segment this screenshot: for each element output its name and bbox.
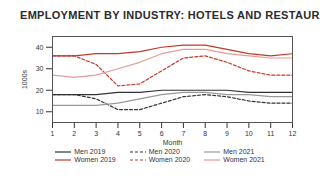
svg-text:1: 1 [51, 130, 55, 137]
html-text:Women 2021: Women 2021 [223, 156, 265, 163]
html-text:Women 2019: Women 2019 [74, 156, 116, 163]
svg-text:11: 11 [267, 130, 274, 137]
svg-text:20: 20 [36, 86, 44, 93]
svg-text:3: 3 [94, 130, 98, 137]
svg-text:30: 30 [36, 65, 44, 72]
svg-text:Month: Month [163, 139, 183, 146]
svg-text:12: 12 [289, 130, 297, 137]
svg-text:7: 7 [181, 130, 185, 137]
html-text:Men 2020: Men 2020 [148, 148, 180, 155]
svg-text:5: 5 [138, 130, 142, 137]
svg-text:10: 10 [36, 108, 44, 115]
svg-text:4: 4 [116, 130, 120, 137]
svg-text:2: 2 [72, 130, 76, 137]
html-text:Men 2019: Men 2019 [74, 148, 106, 155]
html-text:Women 2020: Women 2020 [148, 156, 191, 163]
svg-text:1000s: 1000s [21, 69, 28, 89]
svg-text:8: 8 [203, 130, 207, 137]
svg-text:6: 6 [160, 130, 164, 137]
svg-text:10: 10 [245, 130, 253, 137]
svg-text:9: 9 [225, 130, 229, 137]
svg-text:40: 40 [36, 43, 44, 50]
html-text:Men 2021: Men 2021 [223, 148, 255, 155]
